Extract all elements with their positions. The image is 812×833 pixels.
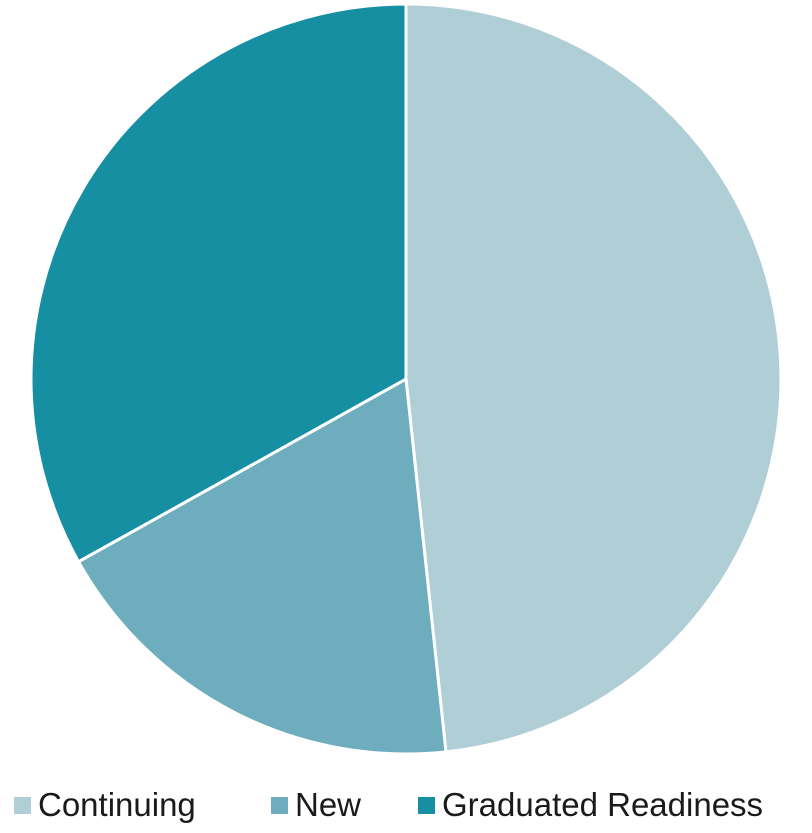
legend-swatch-new xyxy=(271,796,288,814)
legend-label-continuing: Continuing xyxy=(38,786,196,823)
legend-label-graduated-readiness: Graduated Readiness xyxy=(442,786,764,823)
pie-chart-svg xyxy=(29,2,783,756)
legend-swatch-continuing xyxy=(14,796,31,814)
legend-item-continuing: Continuing xyxy=(14,783,196,827)
pie-chart xyxy=(29,2,783,756)
chart-legend: Continuing New Graduated Readiness xyxy=(0,783,812,827)
pie-slice-new xyxy=(77,377,448,756)
legend-swatch-graduated-readiness xyxy=(418,796,435,814)
legend-item-graduated-readiness: Graduated Readiness xyxy=(418,783,763,827)
pie-slice-graduated-readiness xyxy=(29,2,408,564)
legend-item-new: New xyxy=(271,783,361,827)
pie-slice-continuing xyxy=(404,2,783,754)
legend-label-new: New xyxy=(295,786,362,823)
